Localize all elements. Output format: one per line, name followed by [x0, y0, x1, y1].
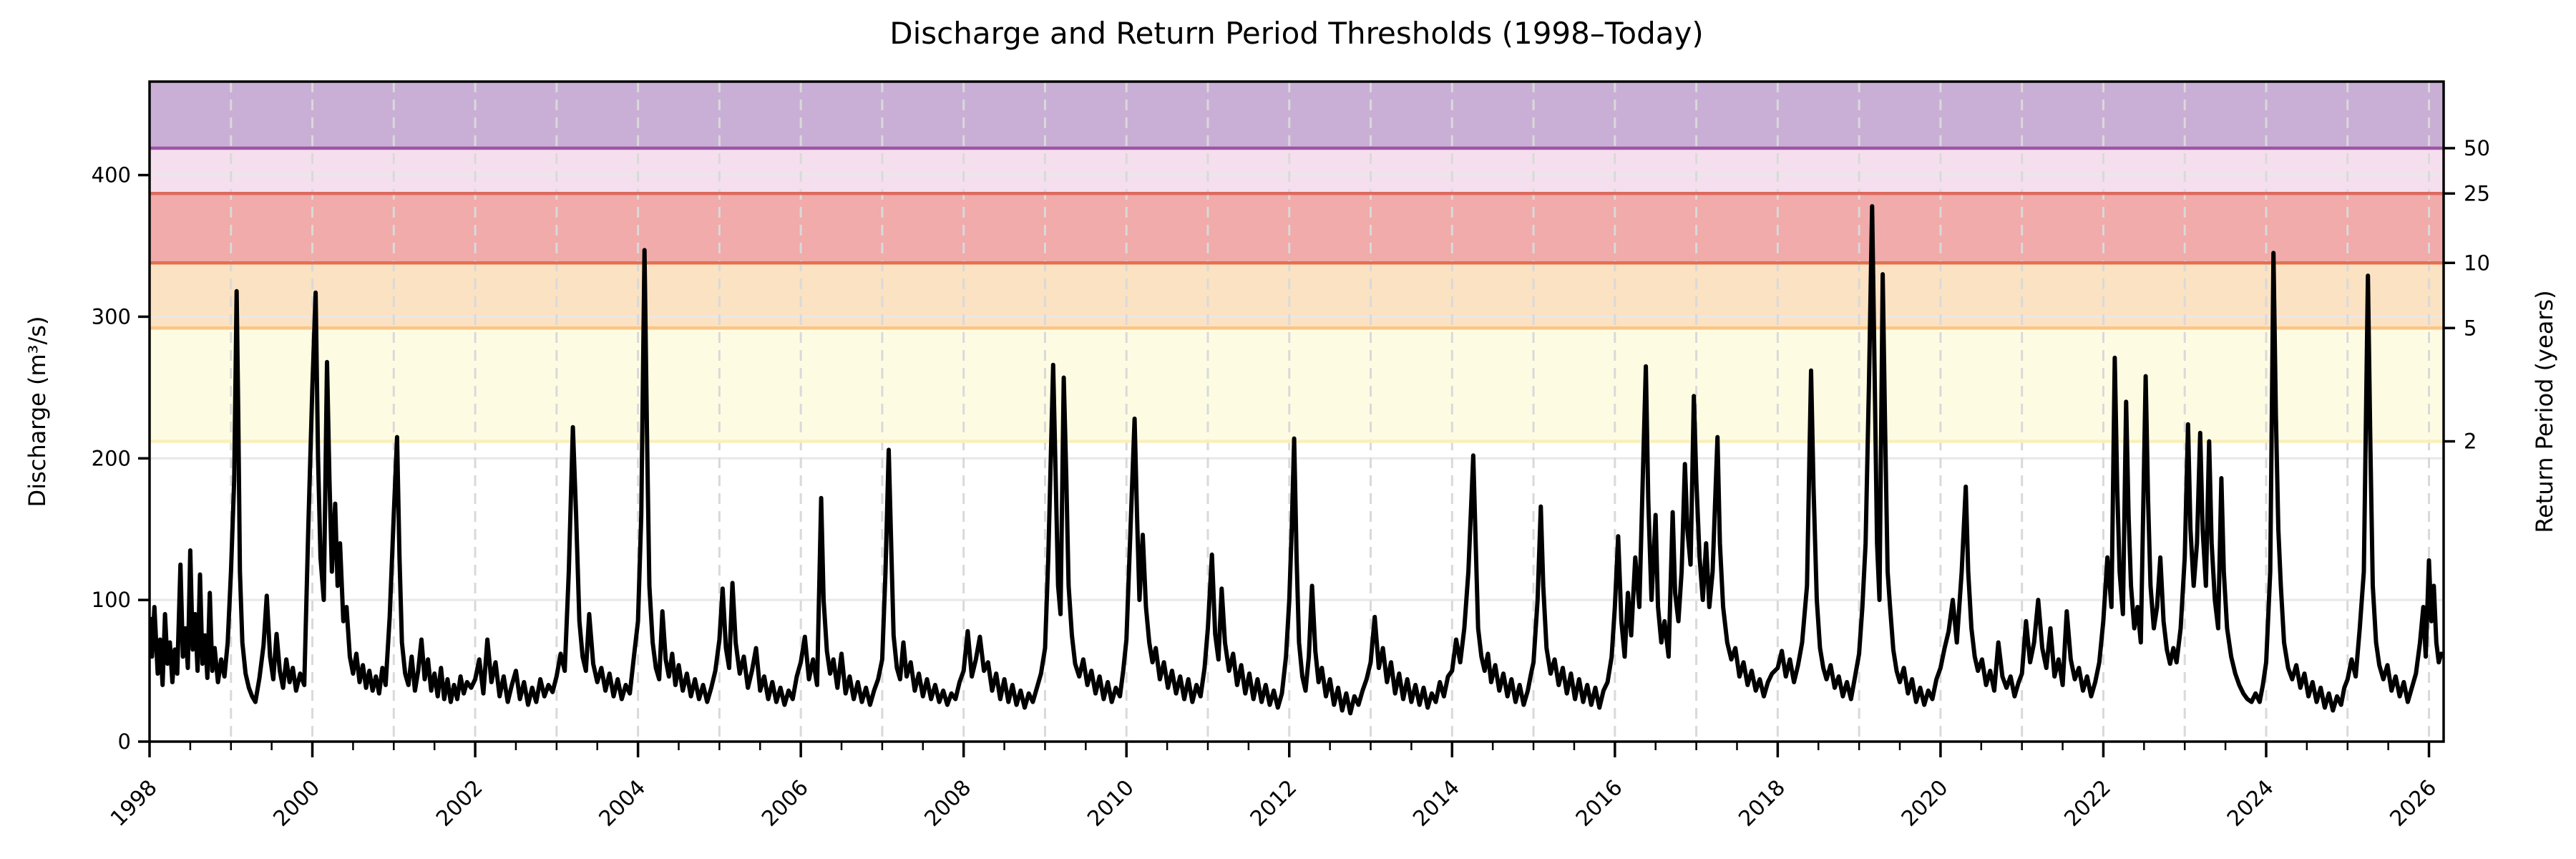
return-period-tick-label-10: 10 — [2464, 251, 2490, 275]
threshold-lines — [150, 146, 2444, 443]
band-25yr — [150, 147, 2444, 194]
band-2yr — [150, 328, 2444, 442]
axis-ticks — [138, 147, 2455, 757]
x-tick-label-2010: 2010 — [1083, 775, 1139, 832]
vertical-gridlines — [148, 82, 2431, 742]
x-tick-label-2026: 2026 — [2385, 775, 2441, 832]
return-period-tick-label-50: 50 — [2464, 136, 2490, 160]
x-tick-label-2022: 2022 — [2059, 775, 2116, 832]
y-tick-label-100: 100 — [92, 588, 131, 612]
x-tick-label-2008: 2008 — [920, 775, 977, 832]
x-tick-label-2018: 2018 — [1734, 775, 1790, 832]
x-tick-label-2016: 2016 — [1571, 775, 1628, 832]
x-tick-label-2002: 2002 — [431, 775, 488, 832]
x-tick-label-2004: 2004 — [595, 775, 651, 832]
y-tick-label-200: 200 — [92, 446, 131, 470]
x-tick-label-2024: 2024 — [2223, 775, 2279, 832]
x-tick-label-2000: 2000 — [268, 775, 325, 832]
return-period-tick-label-2: 2 — [2464, 430, 2477, 454]
axes-spines — [148, 80, 2445, 743]
y-tick-label-400: 400 — [92, 163, 131, 188]
band-50yr — [150, 82, 2444, 148]
return-period-tick-label-25: 25 — [2464, 181, 2490, 205]
x-tick-label-2014: 2014 — [1408, 775, 1465, 832]
x-tick-label-1998: 1998 — [106, 775, 162, 832]
y-tick-label-0: 0 — [118, 729, 131, 754]
return-period-bands — [150, 82, 2444, 442]
x-tick-label-2012: 2012 — [1246, 775, 1302, 832]
x-tick-label-2006: 2006 — [757, 775, 814, 832]
x-tick-label-2020: 2020 — [1897, 775, 1953, 832]
band-5yr — [150, 263, 2444, 329]
chart-title: Discharge and Return Period Thresholds (… — [889, 16, 1704, 51]
discharge-series-line — [150, 204, 2444, 716]
y-tick-label-300: 300 — [92, 304, 131, 329]
band-10yr — [150, 193, 2444, 263]
return-period-tick-label-5: 5 — [2464, 316, 2477, 340]
